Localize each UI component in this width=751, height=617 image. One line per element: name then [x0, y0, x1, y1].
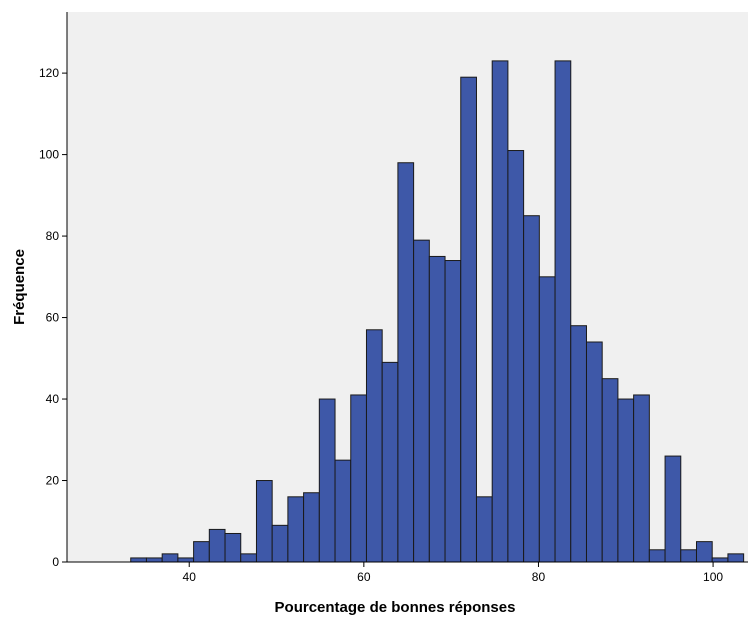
histogram-bar — [255, 480, 273, 563]
x-tick-label: 80 — [532, 570, 546, 584]
histogram-bar — [240, 553, 257, 563]
histogram-bar — [680, 549, 697, 563]
histogram-bar — [365, 329, 383, 563]
histogram-bar — [397, 162, 415, 563]
histogram-bar — [664, 455, 682, 563]
histogram-bar — [601, 378, 619, 563]
histogram-bar — [570, 325, 587, 563]
histogram-bar — [161, 553, 179, 563]
histogram-bar — [303, 492, 320, 563]
histogram-bar — [193, 541, 210, 563]
histogram-bar — [287, 496, 305, 563]
histogram-bars — [130, 60, 745, 563]
histogram-bar — [711, 557, 729, 563]
histogram-bar — [491, 60, 509, 563]
histogram-bar — [381, 361, 399, 563]
histogram-bar — [130, 557, 147, 563]
histogram-bar — [617, 398, 635, 563]
histogram-bar — [334, 459, 352, 563]
histogram-bar — [413, 239, 430, 563]
histogram-bar — [475, 496, 493, 563]
x-tick-label: 40 — [183, 570, 197, 584]
y-tick-label: 80 — [46, 229, 60, 243]
histogram-bar — [727, 553, 745, 563]
histogram-bar — [177, 557, 195, 563]
histogram-bar — [350, 394, 367, 563]
histogram-bar — [633, 394, 650, 563]
histogram-bar — [523, 215, 540, 563]
axes — [66, 12, 748, 563]
histogram-bar — [460, 76, 477, 563]
histogram-bar — [428, 255, 446, 563]
y-tick-label: 60 — [46, 311, 60, 325]
histogram-bar — [224, 532, 242, 563]
histogram-bar — [585, 341, 603, 563]
y-axis-title: Fréquence — [11, 249, 28, 325]
x-tick-label: 100 — [703, 570, 723, 584]
y-tick-label: 40 — [46, 392, 60, 406]
y-tick-label: 0 — [52, 555, 59, 569]
y-tick-label: 120 — [39, 66, 59, 80]
histogram-bar — [444, 260, 462, 563]
y-tick-label: 20 — [46, 474, 60, 488]
y-tick-label: 100 — [39, 148, 59, 162]
histogram-bar — [271, 524, 289, 563]
y-axis-ticks: 0 20 40 60 80 100 120 — [39, 66, 67, 569]
histogram-bar — [145, 557, 163, 563]
histogram-bar — [208, 528, 226, 563]
x-axis-ticks: 40 60 80 100 — [183, 562, 723, 584]
histogram-bar — [507, 150, 525, 563]
histogram-bar — [554, 60, 572, 563]
x-tick-label: 60 — [357, 570, 371, 584]
x-axis-title: Pourcentage de bonnes réponses — [275, 599, 516, 616]
histogram-bar — [318, 398, 336, 563]
histogram-bar — [648, 549, 666, 563]
histogram-bar — [695, 541, 713, 563]
histogram-bar — [538, 276, 556, 563]
